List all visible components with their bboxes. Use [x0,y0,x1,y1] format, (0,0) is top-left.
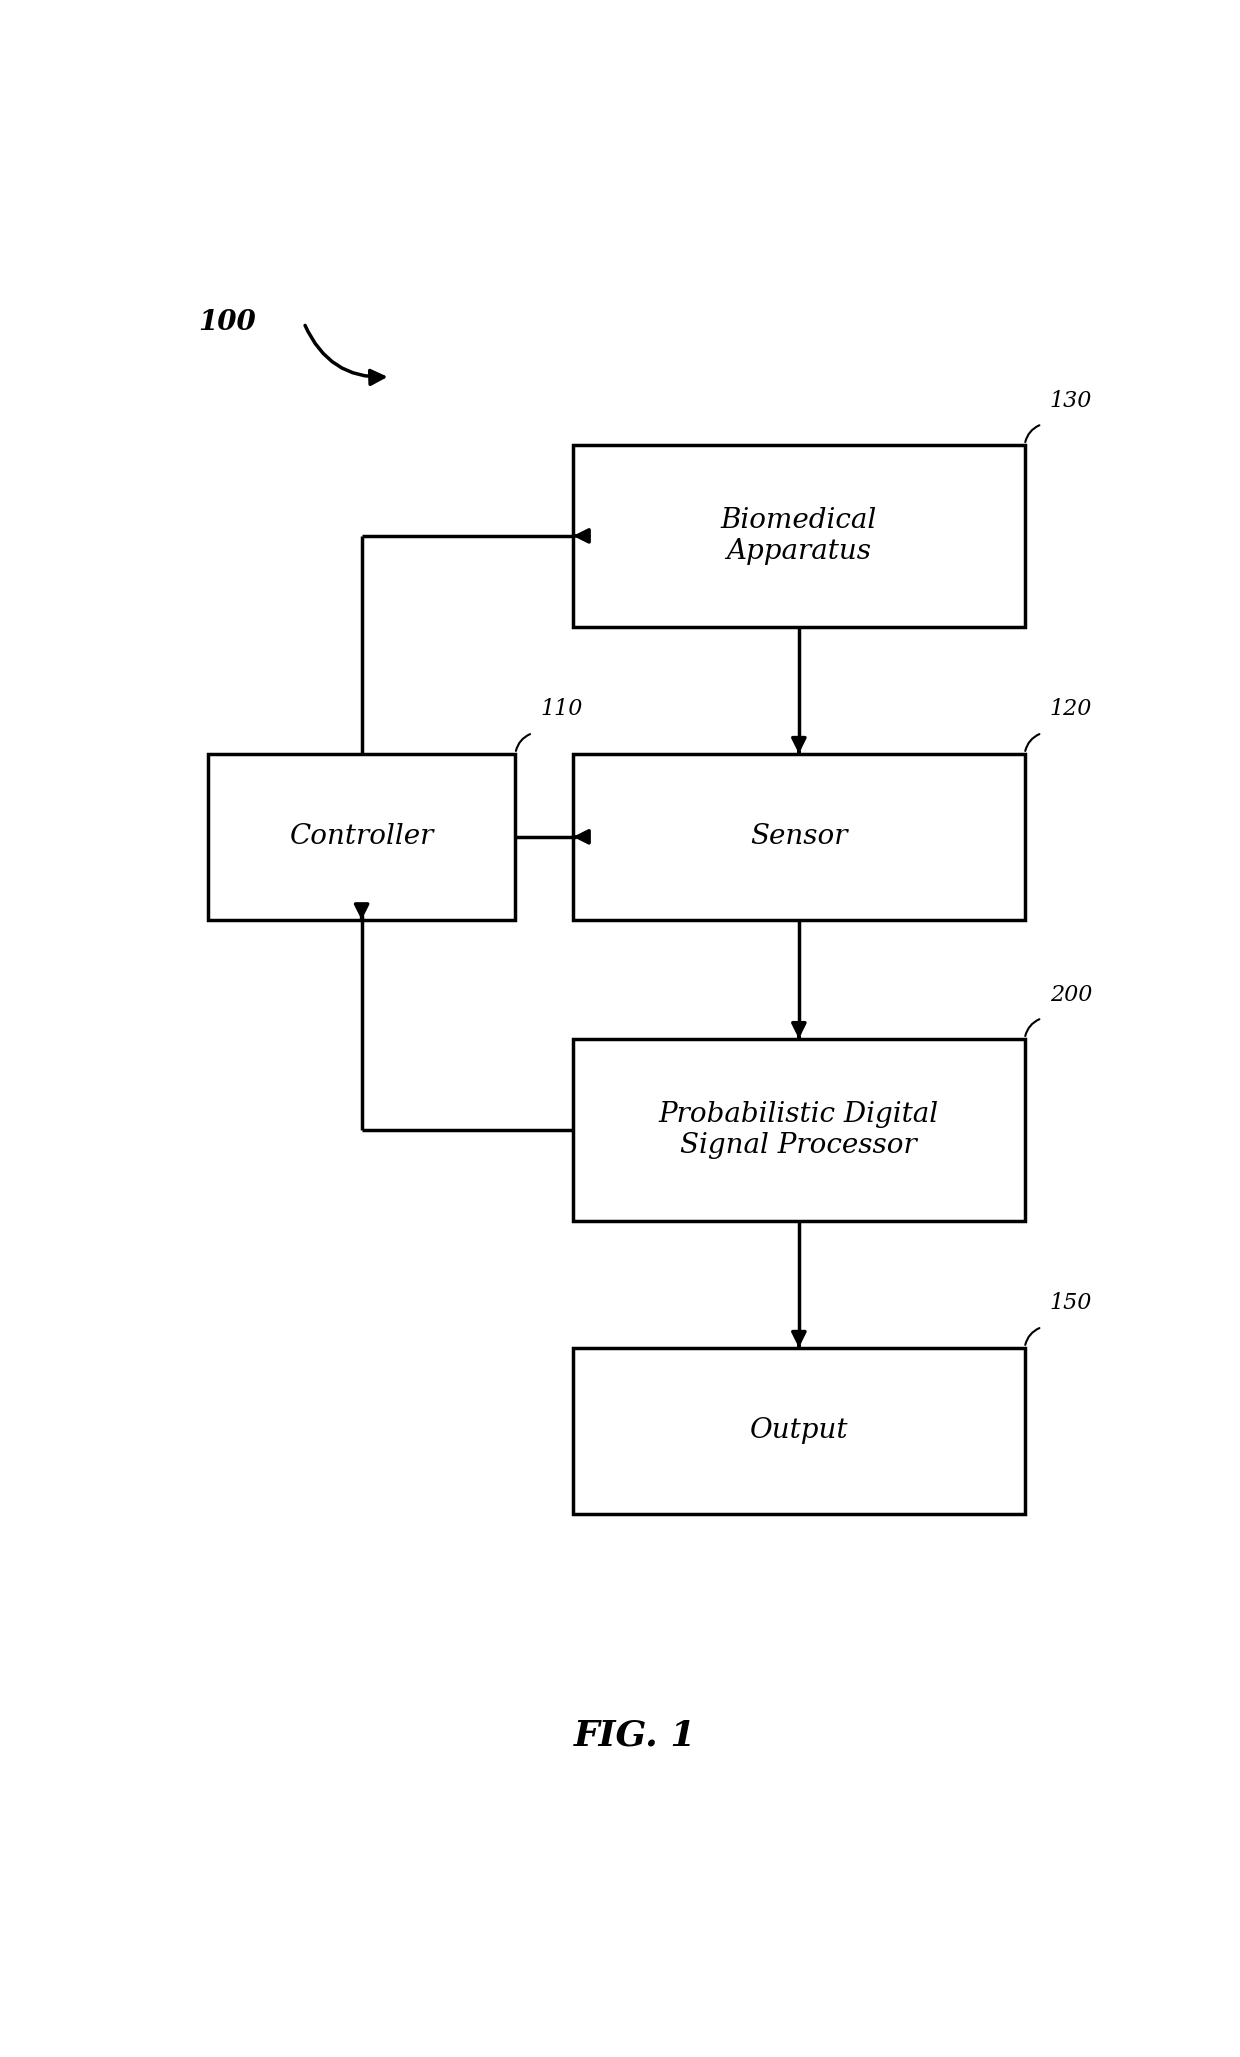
Bar [573,1039,1024,1222]
Text: FIG. 1: FIG. 1 [574,1720,697,1753]
Text: 150: 150 [1050,1292,1092,1314]
Text: Sensor: Sensor [750,823,848,850]
Text: 120: 120 [1050,699,1092,720]
Text: Controller: Controller [289,823,434,850]
Text: Probabilistic Digital
Signal Processor: Probabilistic Digital Signal Processor [658,1100,939,1158]
Text: Output: Output [750,1417,848,1444]
Bar [573,753,1024,919]
Bar [573,444,1024,627]
Text: 130: 130 [1050,389,1092,411]
Bar [208,753,516,919]
Text: Biomedical
Apparatus: Biomedical Apparatus [720,506,877,566]
Text: 100: 100 [198,309,255,337]
Text: 110: 110 [541,699,583,720]
Bar [573,1347,1024,1514]
Text: 200: 200 [1050,983,1092,1006]
